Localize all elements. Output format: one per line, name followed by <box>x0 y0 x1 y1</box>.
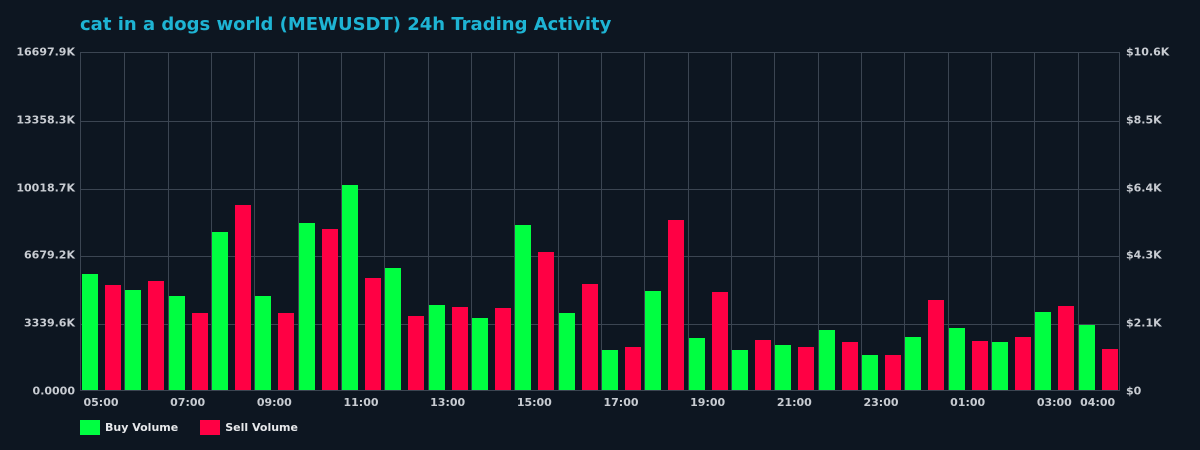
sell-volume-bar[interactable] <box>1015 337 1031 390</box>
sell-volume-bar[interactable] <box>105 285 121 390</box>
legend-sell-label: Sell Volume <box>225 421 298 434</box>
buy-volume-bar[interactable] <box>429 305 445 390</box>
right-y-tick-label: $10.6K <box>1126 46 1169 59</box>
legend-buy-label: Buy Volume <box>105 421 178 434</box>
sell-volume-bar[interactable] <box>798 347 814 390</box>
h-gridline <box>81 121 1119 122</box>
x-tick-label: 15:00 <box>517 396 552 409</box>
v-gridline <box>774 53 775 390</box>
x-tick-label: 04:00 <box>1080 396 1115 409</box>
buy-volume-bar[interactable] <box>992 342 1008 390</box>
sell-volume-bar[interactable] <box>755 340 771 390</box>
buy-swatch-icon <box>80 420 100 435</box>
buy-volume-bar[interactable] <box>1035 312 1051 390</box>
v-gridline <box>861 53 862 390</box>
left-y-tick-label: 13358.3K <box>16 113 75 126</box>
x-tick-label: 23:00 <box>863 396 898 409</box>
sell-volume-bar[interactable] <box>322 229 338 390</box>
buy-volume-bar[interactable] <box>645 291 661 390</box>
sell-volume-bar[interactable] <box>928 300 944 390</box>
buy-volume-bar[interactable] <box>515 225 531 390</box>
sell-volume-bar[interactable] <box>972 341 988 390</box>
sell-volume-bar[interactable] <box>235 205 251 390</box>
right-y-tick-label: $6.4K <box>1126 181 1162 194</box>
buy-volume-bar[interactable] <box>385 268 401 390</box>
right-y-tick-label: $4.3K <box>1126 249 1162 262</box>
buy-volume-bar[interactable] <box>342 185 358 390</box>
sell-volume-bar[interactable] <box>885 355 901 390</box>
buy-volume-bar[interactable] <box>125 290 141 390</box>
x-tick-label: 21:00 <box>777 396 812 409</box>
v-gridline <box>601 53 602 390</box>
buy-volume-bar[interactable] <box>905 337 921 390</box>
x-tick-label: 19:00 <box>690 396 725 409</box>
buy-volume-bar[interactable] <box>819 330 835 390</box>
buy-volume-bar[interactable] <box>212 232 228 390</box>
x-tick-label: 01:00 <box>950 396 985 409</box>
sell-volume-bar[interactable] <box>668 220 684 390</box>
buy-volume-bar[interactable] <box>775 345 791 390</box>
buy-volume-bar[interactable] <box>169 296 185 390</box>
buy-volume-bar[interactable] <box>255 296 271 390</box>
x-tick-label: 17:00 <box>603 396 638 409</box>
x-tick-label: 13:00 <box>430 396 465 409</box>
sell-volume-bar[interactable] <box>1058 306 1074 390</box>
x-tick-label: 09:00 <box>257 396 292 409</box>
x-tick-label: 03:00 <box>1037 396 1072 409</box>
plot-area <box>80 52 1120 391</box>
right-y-tick-label: $2.1K <box>1126 317 1162 330</box>
left-y-tick-label: 10018.7K <box>16 181 75 194</box>
buy-volume-bar[interactable] <box>1079 325 1095 390</box>
buy-volume-bar[interactable] <box>472 318 488 390</box>
x-tick-label: 11:00 <box>343 396 378 409</box>
buy-volume-bar[interactable] <box>559 313 575 390</box>
buy-volume-bar[interactable] <box>862 355 878 390</box>
buy-volume-bar[interactable] <box>689 338 705 390</box>
h-gridline <box>81 189 1119 190</box>
sell-volume-bar[interactable] <box>538 252 554 390</box>
buy-volume-bar[interactable] <box>732 350 748 390</box>
legend: Buy Volume Sell Volume <box>80 420 320 435</box>
sell-volume-bar[interactable] <box>625 347 641 390</box>
left-y-tick-label: 16697.9K <box>16 46 75 59</box>
v-gridline <box>991 53 992 390</box>
chart-title: cat in a dogs world (MEWUSDT) 24h Tradin… <box>80 14 611 35</box>
right-y-tick-label: $0 <box>1126 385 1141 398</box>
sell-volume-bar[interactable] <box>712 292 728 390</box>
legend-item-sell[interactable]: Sell Volume <box>200 420 298 435</box>
x-tick-label: 05:00 <box>83 396 118 409</box>
sell-volume-bar[interactable] <box>842 342 858 390</box>
x-tick-label: 07:00 <box>170 396 205 409</box>
left-y-tick-label: 0.0000 <box>33 385 75 398</box>
left-y-tick-label: 6679.2K <box>24 249 75 262</box>
buy-volume-bar[interactable] <box>82 274 98 390</box>
sell-volume-bar[interactable] <box>1102 349 1118 390</box>
sell-volume-bar[interactable] <box>582 284 598 390</box>
sell-volume-bar[interactable] <box>365 278 381 390</box>
sell-volume-bar[interactable] <box>148 281 164 390</box>
sell-volume-bar[interactable] <box>452 307 468 390</box>
legend-item-buy[interactable]: Buy Volume <box>80 420 178 435</box>
sell-volume-bar[interactable] <box>192 313 208 390</box>
sell-volume-bar[interactable] <box>278 313 294 390</box>
buy-volume-bar[interactable] <box>949 328 965 390</box>
left-y-tick-label: 3339.6K <box>24 317 75 330</box>
sell-volume-bar[interactable] <box>408 316 424 390</box>
sell-swatch-icon <box>200 420 220 435</box>
v-gridline <box>731 53 732 390</box>
sell-volume-bar[interactable] <box>495 308 511 390</box>
buy-volume-bar[interactable] <box>299 223 315 390</box>
buy-volume-bar[interactable] <box>602 350 618 390</box>
right-y-tick-label: $8.5K <box>1126 113 1162 126</box>
